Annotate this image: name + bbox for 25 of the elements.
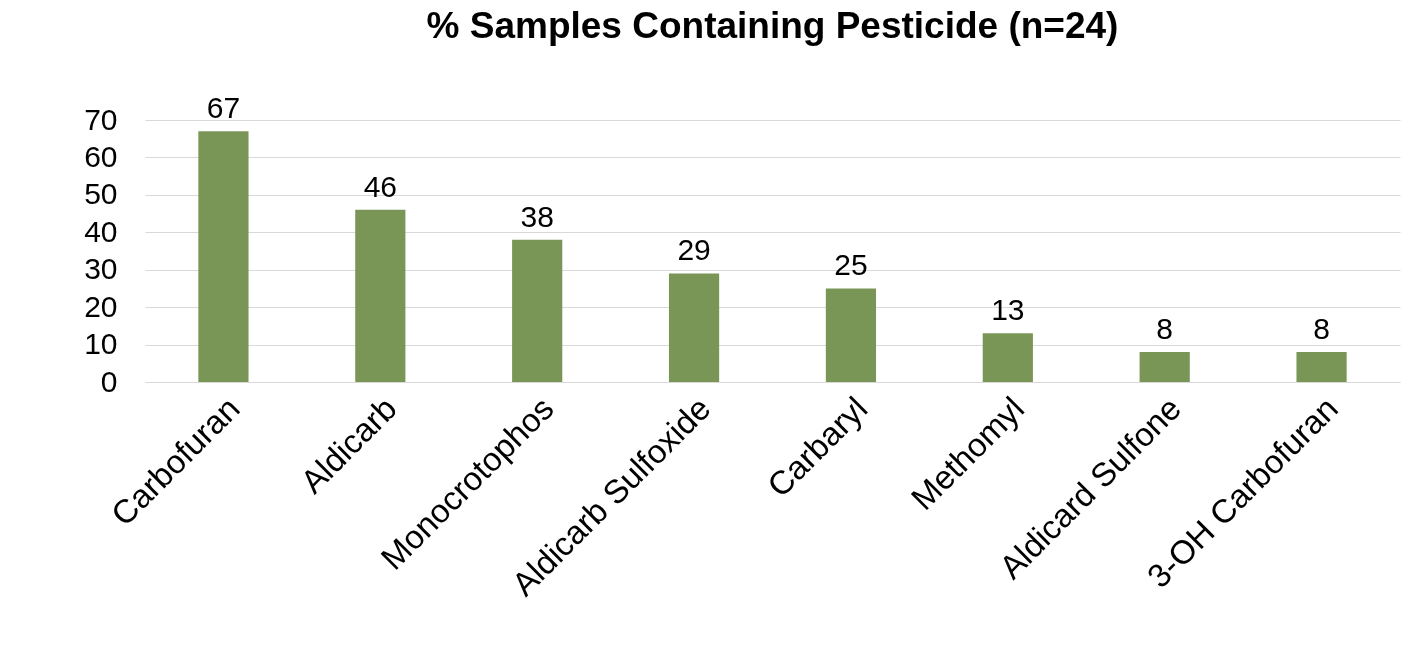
data-label: 8 [1313,312,1330,346]
y-tick-label: 20 [84,289,118,323]
data-label: 67 [206,91,241,125]
y-tick-label: 40 [84,214,118,248]
bar [668,273,720,382]
y-tick-label: 0 [100,364,118,398]
data-label: 38 [520,199,554,233]
y-tick-label: 30 [84,252,118,286]
y-tick-label: 60 [84,139,118,173]
bar [512,239,563,382]
bar [198,131,249,382]
data-label: 29 [677,233,711,267]
y-tick-label: 10 [84,327,118,361]
bar [1139,352,1190,382]
bar [825,288,877,382]
y-tick-label: 50 [84,177,118,211]
data-label: 13 [991,293,1025,327]
y-tick-label: 70 [84,102,118,136]
bar [355,209,406,382]
bar [982,333,1033,382]
chart-title: % Samples Containing Pesticide (n=24) [426,5,1119,47]
data-label: 25 [834,248,868,282]
data-label: 46 [363,169,397,203]
bar [1296,352,1347,382]
data-label: 8 [1156,312,1174,346]
